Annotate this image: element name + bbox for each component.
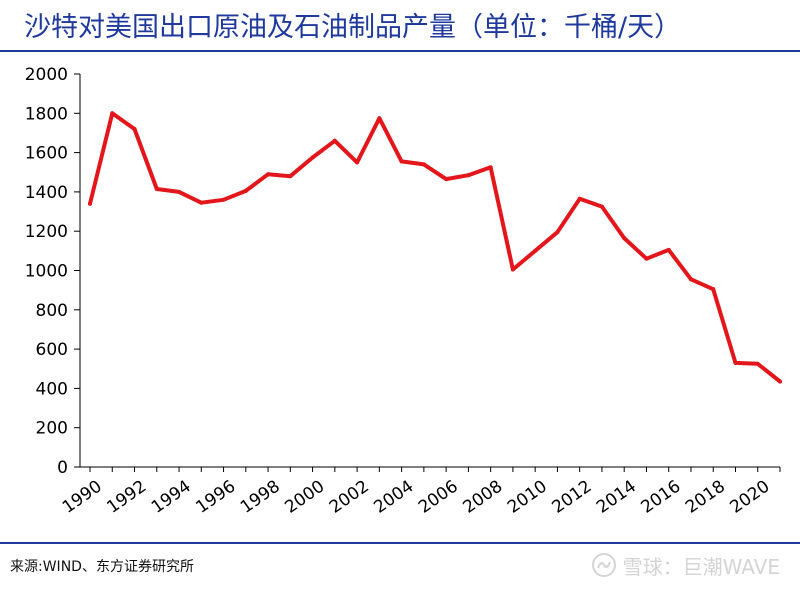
x-tick-label: 2010	[504, 477, 551, 518]
y-tick-label: 0	[57, 458, 68, 478]
data-point	[355, 160, 360, 165]
y-tick-label: 800	[36, 301, 68, 321]
data-point	[622, 236, 627, 241]
data-point	[466, 173, 471, 178]
data-point	[243, 188, 248, 193]
x-axis: 1990199219941996199820002002200420062008…	[59, 466, 781, 518]
y-tick-label: 2000	[25, 65, 68, 85]
x-tick-label: 2006	[415, 477, 462, 518]
data-point	[488, 165, 493, 170]
data-point	[421, 162, 426, 167]
x-tick-label: 2004	[370, 477, 417, 518]
data-point	[733, 360, 738, 365]
watermark: 雪球：巨潮WAVE	[591, 550, 780, 580]
data-point	[221, 197, 226, 202]
y-tick-label: 1200	[25, 222, 68, 242]
y-tick-label: 1600	[25, 144, 68, 164]
x-tick-label: 2020	[727, 477, 774, 518]
data-point	[154, 186, 159, 191]
data-point	[177, 189, 182, 194]
data-point	[110, 111, 115, 116]
data-point	[399, 159, 404, 164]
data-point	[711, 287, 716, 292]
data-point	[778, 379, 782, 384]
y-tick-label: 1000	[25, 262, 68, 282]
series-line	[88, 111, 782, 384]
snowball-logo-icon	[591, 553, 616, 577]
x-tick-label: 2012	[549, 477, 596, 518]
x-tick-label: 2000	[281, 477, 328, 518]
x-tick-label: 1994	[148, 477, 195, 518]
x-tick-label: 2016	[638, 477, 685, 518]
y-tick-label: 600	[36, 340, 68, 360]
data-point	[555, 230, 560, 235]
data-point	[132, 127, 137, 132]
data-point	[755, 361, 760, 366]
data-point	[444, 177, 449, 182]
y-tick-label: 1400	[25, 183, 68, 203]
data-point	[688, 277, 693, 282]
data-point	[577, 196, 582, 201]
x-tick-label: 2008	[459, 477, 506, 518]
source-note: 来源:WIND、东方证券研究所	[10, 559, 194, 575]
y-tick-label: 1800	[25, 104, 68, 124]
x-tick-label: 2014	[593, 477, 640, 518]
watermark-text: 雪球：巨潮WAVE	[622, 554, 780, 579]
x-tick-label: 2002	[326, 477, 373, 518]
data-point	[599, 204, 604, 209]
chart-title: 沙特对美国出口原油及石油制品产量（单位：千桶/天）	[24, 12, 682, 43]
y-tick-label: 400	[36, 379, 68, 399]
data-point	[332, 138, 337, 143]
x-tick-label: 1998	[237, 477, 284, 518]
line-chart: 0 200 400 600 800 1000 1200 1400 1600 1800 2000 19…	[25, 65, 782, 518]
data-point	[88, 201, 92, 206]
data-point	[310, 155, 315, 160]
x-tick-label: 1992	[103, 477, 150, 518]
series-group	[88, 111, 782, 384]
data-point	[666, 247, 671, 252]
data-point	[266, 172, 271, 177]
x-tick-label: 2018	[682, 477, 729, 518]
footer-divider	[0, 542, 800, 544]
data-point	[510, 267, 515, 272]
x-tick-label: 1996	[192, 477, 239, 518]
data-point	[644, 256, 649, 261]
data-point	[288, 174, 293, 179]
data-point	[199, 200, 204, 205]
y-tick-label: 200	[36, 419, 68, 439]
data-point	[533, 248, 538, 253]
y-axis: 0 200 400 600 800 1000 1200 1400 1600 1800 2000	[25, 65, 81, 478]
title-divider	[0, 50, 800, 52]
data-point	[377, 116, 382, 121]
x-tick-label: 1990	[59, 477, 106, 518]
